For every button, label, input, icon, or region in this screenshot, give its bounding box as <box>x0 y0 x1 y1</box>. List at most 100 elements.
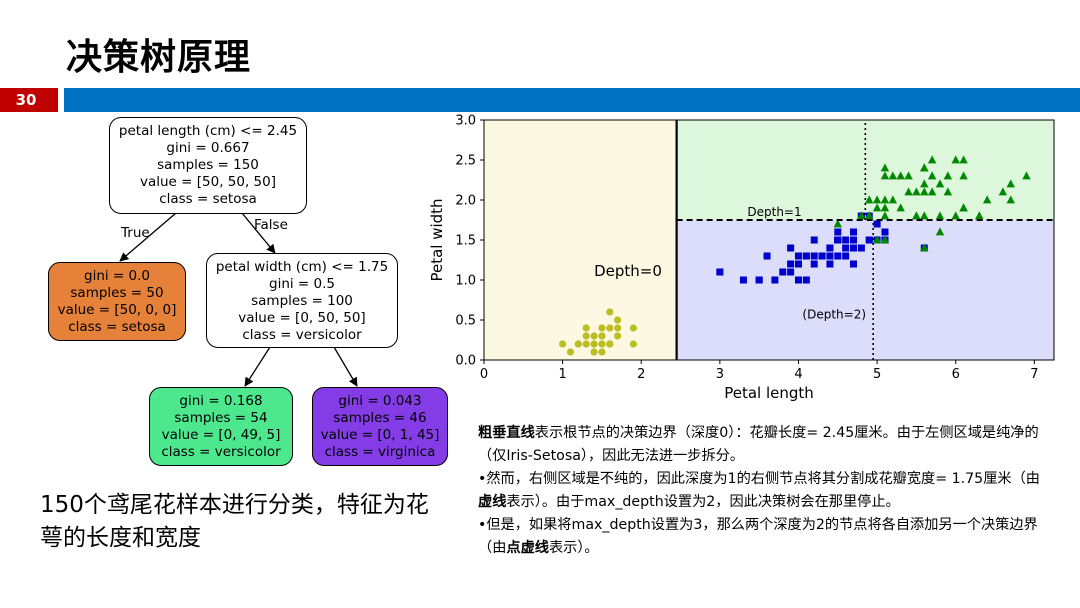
versicolor-point <box>794 276 802 284</box>
setosa-point <box>598 340 606 348</box>
y-tick-label: 1.5 <box>455 234 476 249</box>
setosa-point <box>598 332 606 340</box>
virginica-point <box>865 195 874 204</box>
setosa-point <box>614 324 622 332</box>
virginica-point <box>943 187 953 196</box>
versicolor-point <box>787 244 795 252</box>
virginica-point <box>959 171 968 180</box>
description-text: 粗垂直线表示根节点的决策边界（深度0）：花瓣长度= 2.45厘米。由于左侧区域是… <box>478 422 1048 560</box>
virginica-point <box>951 211 960 220</box>
x-tick-label: 3 <box>716 367 724 382</box>
decision-boundary-plot: Depth=0 Depth=1 (Depth=2) 0 1 2 3 4 5 6 7 0.0 0.5 1.… <box>428 114 1055 402</box>
versicolor-point <box>850 236 858 244</box>
node-line: class = versicolor <box>242 327 362 343</box>
node-line: value = [0, 50, 50] <box>238 310 366 326</box>
tree-leaf-versicolor: gini = 0.168 samples = 54 value = [0, 49, … <box>149 387 293 466</box>
virginica-point <box>927 155 937 164</box>
tree-root-node: petal length (cm) <= 2.45 gini = 0.667 sam… <box>109 117 307 214</box>
versicolor-point <box>850 228 858 236</box>
slide-subtitle: 150个鸢尾花样本进行分类，特征为花萼的长度和宽度 <box>40 492 429 551</box>
x-tick-label: 4 <box>794 367 802 382</box>
versicolor-point <box>794 260 802 268</box>
virginica-point <box>1006 179 1015 188</box>
versicolor-point <box>826 252 834 260</box>
node-line: samples = 54 <box>174 410 268 426</box>
setosa-point <box>629 324 637 332</box>
setosa-point <box>606 340 614 348</box>
versicolor-point <box>842 236 850 244</box>
virginica-point <box>888 171 898 180</box>
virginica-point <box>935 211 945 220</box>
versicolor-point <box>794 252 802 260</box>
desc-paragraph-2: •然而，右侧区域是不纯的，因此深度为1的右侧节点将其分割成花瓣宽度= 1.75厘… <box>478 471 1040 510</box>
setosa-point <box>574 340 582 348</box>
setosa-point <box>590 348 598 356</box>
node-line: value = [50, 0, 0] <box>57 302 177 318</box>
edge-root-right <box>241 212 276 254</box>
node-line: petal width (cm) <= 1.75 <box>215 259 389 275</box>
versicolor-point <box>842 244 850 252</box>
versicolor-point <box>865 236 873 244</box>
virginica-point <box>920 243 929 252</box>
setosa-point <box>582 324 590 332</box>
versicolor-point <box>771 276 779 284</box>
virginica-point <box>951 155 960 164</box>
versicolor-point <box>787 260 795 268</box>
virginica-point <box>888 195 898 204</box>
setosa-point <box>598 324 606 332</box>
versicolor-point <box>787 268 795 276</box>
virginica-point <box>920 179 929 188</box>
desc-paragraph-1: 粗垂直线表示根节点的决策边界（深度0）：花瓣长度= 2.45厘米。由于左侧区域是… <box>478 425 1039 464</box>
versicolor-point <box>834 252 842 260</box>
x-tick-label: 0 <box>480 367 488 382</box>
virginica-point <box>872 203 882 212</box>
versicolor-point <box>810 260 818 268</box>
setosa-point <box>566 348 575 356</box>
annotation-label: Depth=1 <box>747 205 801 219</box>
setosa-region <box>484 120 677 360</box>
versicolor-point <box>850 244 858 252</box>
virginica-point <box>912 211 921 220</box>
virginica-point <box>920 187 929 196</box>
virginica-point <box>912 187 921 196</box>
versicolor-point <box>881 228 889 236</box>
setosa-point <box>606 324 614 332</box>
virginica-point <box>880 211 890 220</box>
node-line: samples = 46 <box>333 410 427 426</box>
versicolor-point <box>802 276 810 284</box>
setosa-point <box>629 340 637 348</box>
y-tick-label: 3.0 <box>455 114 476 129</box>
virginica-point <box>920 163 929 172</box>
desc-bold-solid: 粗垂直线 <box>478 425 535 441</box>
node-line: class = versicolor <box>161 444 281 460</box>
versicolor-region <box>676 220 1054 360</box>
versicolor-point <box>763 252 771 260</box>
setosa-point <box>582 332 590 340</box>
versicolor-point <box>834 228 842 236</box>
node-line: gini = 0.043 <box>338 393 422 409</box>
desc-bold-dashed: 虚线 <box>478 494 507 510</box>
y-tick-label: 1.0 <box>455 274 476 289</box>
node-line: class = setosa <box>68 319 166 335</box>
virginica-point <box>935 179 945 188</box>
versicolor-point <box>834 236 842 244</box>
edge-label-true: True <box>121 225 150 241</box>
versicolor-point <box>779 268 787 276</box>
virginica-point <box>920 211 929 220</box>
node-line: gini = 0.0 <box>84 268 150 284</box>
virginica-point <box>982 195 992 204</box>
desc-bold-dotted: 点虚线 <box>506 540 549 556</box>
y-tick-label: 0.5 <box>455 314 476 329</box>
annotation-label: (Depth=2) <box>802 307 866 321</box>
virginica-point <box>880 171 890 180</box>
setosa-point <box>582 340 590 348</box>
node-line: petal length (cm) <= 2.45 <box>118 123 298 139</box>
y-axis-label: Petal width <box>428 198 446 281</box>
virginica-point <box>1006 195 1015 204</box>
setosa-point <box>606 308 614 316</box>
x-tick-label: 5 <box>873 367 881 382</box>
virginica-point <box>935 227 945 236</box>
node-line: gini = 0.5 <box>269 276 335 292</box>
virginica-point <box>880 195 890 204</box>
node-line: value = [50, 50, 50] <box>139 174 276 190</box>
